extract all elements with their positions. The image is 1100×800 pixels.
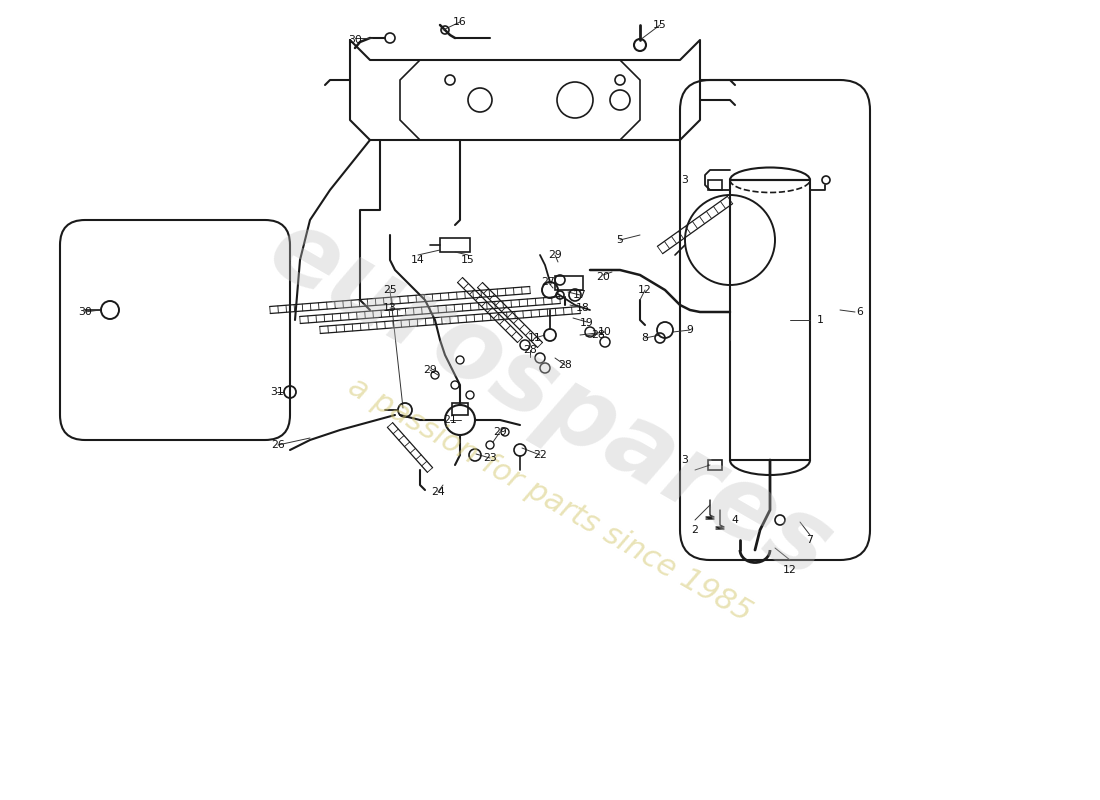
Text: 29: 29 xyxy=(548,250,562,260)
Text: 24: 24 xyxy=(431,487,444,497)
Text: 4: 4 xyxy=(732,515,738,525)
Bar xyxy=(556,276,583,290)
Bar xyxy=(708,460,722,470)
Text: 28: 28 xyxy=(591,330,605,340)
Text: 28: 28 xyxy=(558,360,572,370)
Text: 14: 14 xyxy=(411,255,425,265)
Text: 27: 27 xyxy=(541,277,554,287)
Text: 2: 2 xyxy=(692,525,698,535)
Text: 25: 25 xyxy=(383,285,397,295)
Text: 17: 17 xyxy=(573,290,587,300)
Text: 15: 15 xyxy=(653,20,667,30)
Text: 15: 15 xyxy=(461,255,475,265)
Text: 12: 12 xyxy=(783,565,796,575)
Text: 29: 29 xyxy=(493,427,507,437)
Text: 16: 16 xyxy=(453,17,466,27)
Text: 29: 29 xyxy=(424,365,437,375)
Text: 7: 7 xyxy=(806,535,813,545)
Text: 18: 18 xyxy=(576,303,590,313)
Text: 6: 6 xyxy=(857,307,864,317)
Text: a passion for parts since 1985: a passion for parts since 1985 xyxy=(343,372,757,628)
Text: 12: 12 xyxy=(638,285,652,295)
Bar xyxy=(452,403,468,415)
Text: 31: 31 xyxy=(271,387,284,397)
Text: 28: 28 xyxy=(524,345,537,355)
Text: 5: 5 xyxy=(617,235,624,245)
Text: 1: 1 xyxy=(816,315,824,325)
Text: 9: 9 xyxy=(686,325,693,335)
Text: 11: 11 xyxy=(528,333,542,343)
Text: 13: 13 xyxy=(383,303,397,313)
Text: 20: 20 xyxy=(596,272,609,282)
Text: 10: 10 xyxy=(598,327,612,337)
Text: eurospares: eurospares xyxy=(252,200,848,600)
Text: 30: 30 xyxy=(78,307,92,317)
Text: 21: 21 xyxy=(443,415,456,425)
Text: 23: 23 xyxy=(483,453,497,463)
Text: 26: 26 xyxy=(271,440,285,450)
Bar xyxy=(708,180,722,190)
Text: 3: 3 xyxy=(682,455,689,465)
Bar xyxy=(730,180,810,460)
Text: 19: 19 xyxy=(580,318,594,328)
Text: 3: 3 xyxy=(682,175,689,185)
Text: 30: 30 xyxy=(348,35,362,45)
Text: 8: 8 xyxy=(641,333,648,343)
Text: 22: 22 xyxy=(534,450,547,460)
Bar xyxy=(440,238,470,252)
